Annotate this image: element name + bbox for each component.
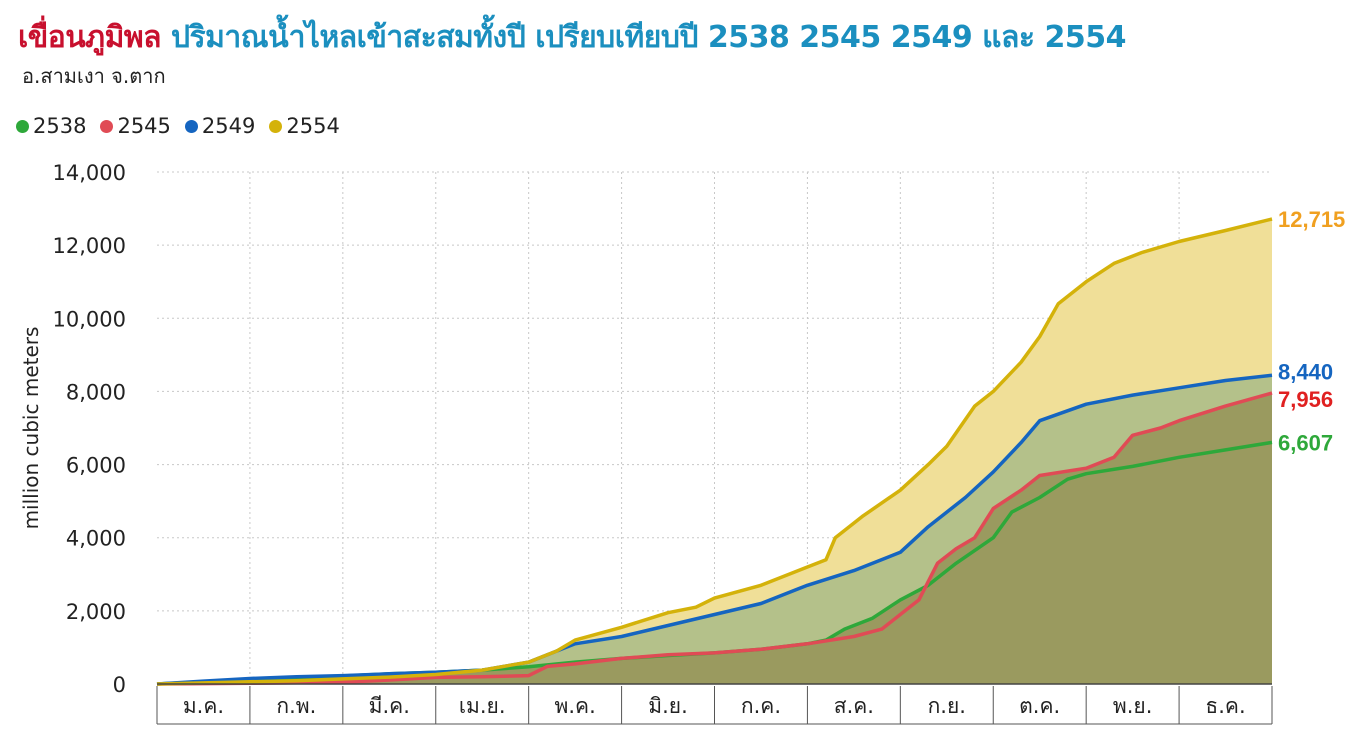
legend-label-2545: 2545 xyxy=(117,114,171,138)
legend-swatch-2538 xyxy=(16,119,29,133)
legend-label-2554: 2554 xyxy=(286,114,340,138)
month-label-0: ม.ค. xyxy=(183,694,224,718)
legend: 2538 2545 2549 2554 xyxy=(16,114,340,138)
legend-swatch-2545 xyxy=(100,119,114,133)
title-description: ปริมาณน้ำไหลเข้าสะสมทั้งปี เปรียบเทียบปี… xyxy=(170,20,1127,55)
end-value-labels: 12,715 8,440 7,956 6,607 xyxy=(1278,207,1345,455)
month-label-1: ก.พ. xyxy=(276,694,316,718)
line-2545 xyxy=(156,391,1273,686)
y-tick-label-12000: 12,000 xyxy=(53,234,126,258)
y-tick-label-4000: 4,000 xyxy=(66,527,126,551)
area-2538 xyxy=(157,442,1272,684)
legend-label-2538: 2538 xyxy=(33,114,87,138)
month-label-3: เม.ย. xyxy=(459,694,506,718)
x-month-labels: ม.ค. ก.พ. มี.ค. เม.ย. พ.ค. มิ.ย. ก.ค. ส.ค. ก.ย. ต… xyxy=(183,694,1246,718)
month-label-5: มิ.ย. xyxy=(648,694,688,718)
month-label-8: ก.ย. xyxy=(928,694,966,718)
y-tick-label-10000: 10,000 xyxy=(53,307,126,331)
end-label-2549: 8,440 xyxy=(1278,359,1333,384)
chart-title: เขื่อนภูมิพล ปริมาณน้ำไหลเข้าสะสมทั้งปี … xyxy=(18,14,1126,61)
y-tick-label-6000: 6,000 xyxy=(66,454,126,478)
y-tick-label-0: 0 xyxy=(113,673,126,697)
series-areas xyxy=(157,219,1272,684)
y-tick-label-14000: 14,000 xyxy=(53,161,126,185)
month-label-2: มี.ค. xyxy=(369,694,410,718)
month-label-6: ก.ค. xyxy=(741,694,781,718)
axes xyxy=(156,683,1273,725)
legend-label-2549: 2549 xyxy=(201,114,256,138)
series-lines xyxy=(156,217,1273,686)
end-label-2545: 7,956 xyxy=(1278,387,1333,412)
y-tick-label-8000: 8,000 xyxy=(66,380,126,404)
month-label-4: พ.ค. xyxy=(555,694,596,718)
chart-subtitle: อ.สามเงา จ.ตาก xyxy=(22,64,166,88)
y-tick-label-2000: 2,000 xyxy=(66,600,126,624)
y-tick-labels: 0 2,000 4,000 6,000 8,000 10,000 12,000 14,000 xyxy=(53,161,126,697)
month-label-7: ส.ค. xyxy=(834,694,874,718)
end-label-2538: 6,607 xyxy=(1278,430,1333,455)
y-axis-label: million cubic meters xyxy=(19,327,43,530)
line-2549 xyxy=(156,373,1273,686)
month-label-11: ธ.ค. xyxy=(1205,694,1245,718)
legend-item-2545[interactable]: 2545 xyxy=(100,114,171,138)
month-label-10: พ.ย. xyxy=(1113,694,1153,718)
legend-item-2554[interactable]: 2554 xyxy=(269,114,340,138)
line-2554 xyxy=(156,217,1273,686)
legend-item-2538[interactable]: 2538 xyxy=(16,114,86,138)
legend-swatch-2549 xyxy=(184,119,198,133)
legend-item-2549[interactable]: 2549 xyxy=(184,114,256,138)
legend-swatch-2554 xyxy=(269,119,283,133)
end-label-2554: 12,715 xyxy=(1278,207,1345,232)
title-dam-name: เขื่อนภูมิพล xyxy=(18,20,162,55)
month-label-9: ต.ค. xyxy=(1019,694,1060,718)
